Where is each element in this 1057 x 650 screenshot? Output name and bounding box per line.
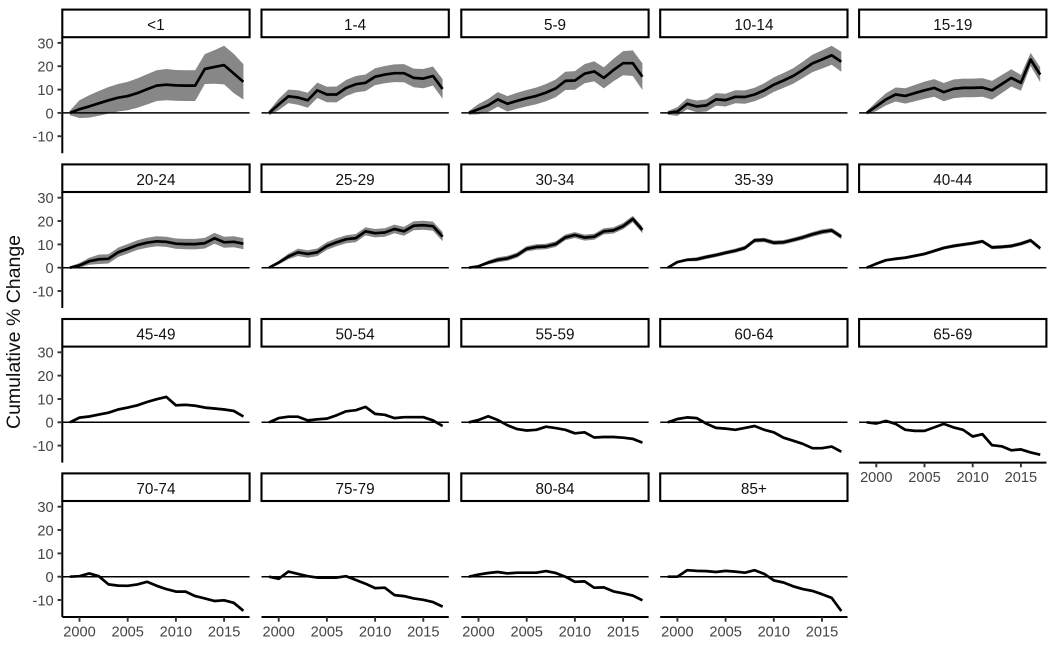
svg-text:-10: -10 [33, 593, 54, 609]
svg-text:-10: -10 [33, 130, 54, 146]
svg-text:2005: 2005 [709, 624, 741, 640]
svg-text:5-9: 5-9 [544, 17, 566, 34]
svg-text:2000: 2000 [661, 624, 693, 640]
svg-text:30: 30 [37, 191, 53, 207]
svg-text:Cumulative % Change: Cumulative % Change [3, 235, 25, 429]
svg-text:30: 30 [37, 36, 53, 52]
svg-text:2015: 2015 [1005, 470, 1037, 486]
svg-text:10: 10 [37, 547, 53, 563]
svg-text:0: 0 [45, 106, 53, 122]
svg-text:2000: 2000 [462, 624, 494, 640]
svg-text:35-39: 35-39 [734, 172, 773, 189]
svg-text:40-44: 40-44 [933, 172, 973, 189]
svg-text:-10: -10 [33, 439, 54, 455]
svg-text:20: 20 [37, 214, 53, 230]
svg-text:2005: 2005 [111, 624, 143, 640]
svg-text:70-74: 70-74 [136, 481, 176, 498]
svg-text:-10: -10 [33, 284, 54, 300]
svg-text:20: 20 [37, 60, 53, 76]
svg-text:2010: 2010 [160, 624, 192, 640]
svg-text:10: 10 [37, 392, 53, 408]
svg-text:2005: 2005 [311, 624, 343, 640]
svg-text:30: 30 [37, 346, 53, 362]
svg-text:75-79: 75-79 [336, 481, 375, 498]
svg-text:<1: <1 [147, 17, 164, 34]
svg-text:2000: 2000 [860, 470, 892, 486]
svg-text:50-54: 50-54 [336, 327, 376, 344]
svg-text:60-64: 60-64 [734, 327, 774, 344]
svg-text:2010: 2010 [359, 624, 391, 640]
svg-text:65-69: 65-69 [933, 327, 972, 344]
svg-text:2010: 2010 [559, 624, 591, 640]
svg-text:2000: 2000 [63, 624, 95, 640]
svg-text:20-24: 20-24 [136, 172, 176, 189]
svg-text:0: 0 [45, 261, 53, 277]
svg-text:2015: 2015 [407, 624, 439, 640]
svg-text:2015: 2015 [208, 624, 240, 640]
svg-text:2010: 2010 [956, 470, 988, 486]
svg-text:20: 20 [37, 369, 53, 385]
svg-text:15-19: 15-19 [933, 17, 972, 34]
svg-text:30: 30 [37, 500, 53, 516]
svg-text:2015: 2015 [806, 624, 838, 640]
svg-text:20: 20 [37, 523, 53, 539]
svg-text:25-29: 25-29 [336, 172, 375, 189]
svg-text:2010: 2010 [758, 624, 790, 640]
svg-text:85+: 85+ [741, 481, 767, 498]
svg-text:10: 10 [37, 238, 53, 254]
svg-text:1-4: 1-4 [344, 17, 367, 34]
svg-text:0: 0 [45, 570, 53, 586]
svg-text:2005: 2005 [510, 624, 542, 640]
svg-text:2000: 2000 [262, 624, 294, 640]
svg-text:55-59: 55-59 [535, 327, 574, 344]
svg-text:2015: 2015 [607, 624, 639, 640]
svg-text:0: 0 [45, 416, 53, 432]
svg-text:10-14: 10-14 [734, 17, 774, 34]
svg-text:80-84: 80-84 [535, 481, 575, 498]
svg-text:45-49: 45-49 [136, 327, 175, 344]
svg-text:2005: 2005 [908, 470, 940, 486]
svg-text:10: 10 [37, 83, 53, 99]
svg-text:30-34: 30-34 [535, 172, 575, 189]
